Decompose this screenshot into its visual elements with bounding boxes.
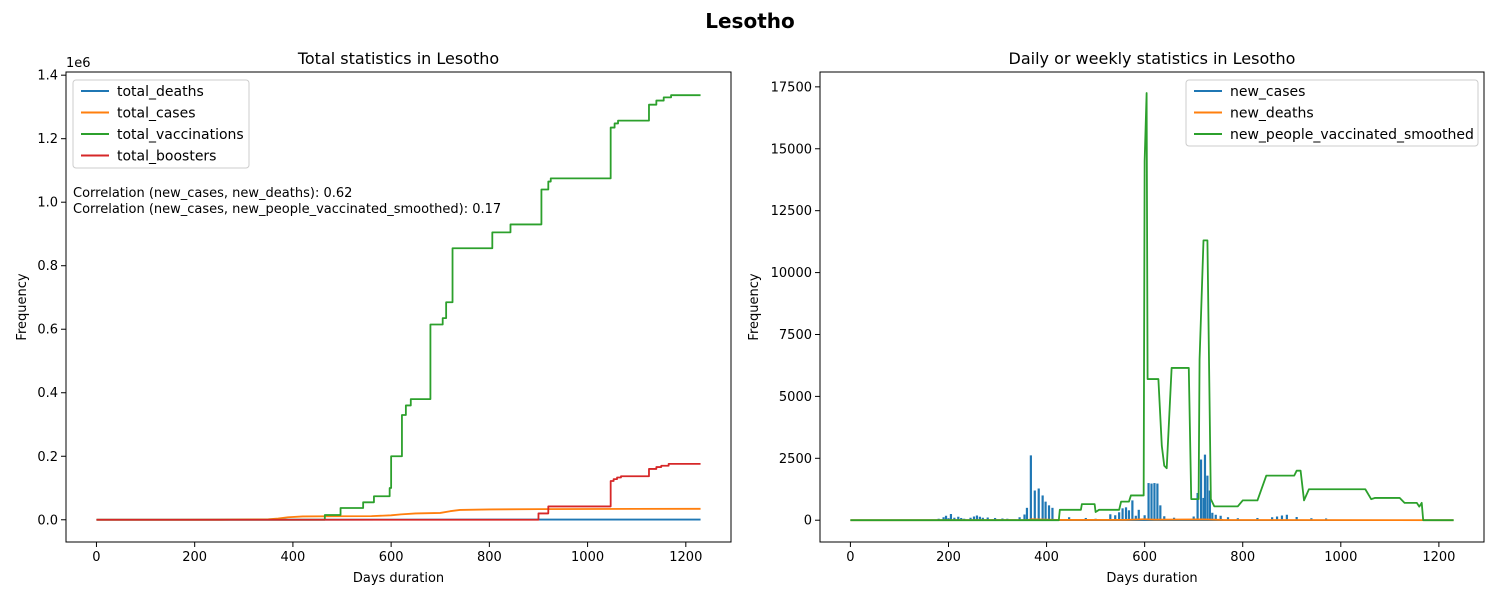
left-x-tick-label-1: 200 [182, 550, 207, 565]
left-ticks: 0 200 400 600 800 1000 1200 0.0 0.2 0.4 0.6 0.8 1.0 1… [37, 69, 702, 565]
right-y-tick-label-0: 0 [804, 514, 812, 529]
right-x-tick-label-5: 1000 [1324, 550, 1357, 565]
right-plot-area [850, 92, 1454, 522]
left-x-axis-label: Days duration [353, 571, 444, 586]
left-legend-item-total-deaths: total_deaths [81, 84, 204, 100]
right-legend-label-0: new_cases [1230, 84, 1305, 100]
left-total-cases-line [96, 507, 701, 521]
right-y-tick-label-3: 7500 [779, 328, 812, 343]
right-y-axis-label: Frequency [747, 273, 762, 340]
right-y-tick-label-4: 10000 [771, 266, 812, 281]
correlation-annotation-2: Correlation (new_cases, new_people_vacci… [73, 202, 501, 217]
right-x-tick-label-0: 0 [846, 550, 854, 565]
left-y-tick-label-5: 1.0 [37, 196, 58, 211]
left-y-tick-label-4: 0.8 [37, 259, 58, 274]
right-legend: new_cases new_deaths new_people_vaccinated… [1185, 79, 1479, 147]
right-y-tick-label-7: 17500 [771, 80, 812, 95]
right-legend-item-new-cases: new_cases [1194, 84, 1305, 100]
figure-title: Lesotho [705, 9, 795, 33]
right-x-tick-label-3: 600 [1132, 550, 1157, 565]
left-x-tick-label-6: 1200 [669, 550, 702, 565]
left-chart: Total statistics in Lesotho 0 200 400 600 80… [15, 49, 732, 586]
right-legend-box [1185, 79, 1479, 147]
left-y-tick-label-7: 1.4 [37, 69, 58, 84]
left-chart-title: Total statistics in Lesotho [297, 49, 499, 68]
left-legend-label-3: total_boosters [117, 149, 216, 165]
correlation-annotation-1: Correlation (new_cases, new_deaths): 0.6… [73, 186, 352, 201]
left-total-vaccinations-line [96, 94, 701, 521]
left-legend-item-total-boosters: total_boosters [81, 149, 216, 165]
left-y-axis-label: Frequency [15, 273, 30, 340]
left-y-tick-label-1: 0.2 [37, 450, 58, 465]
right-axes-frame [819, 71, 1485, 543]
right-ticks: 0 200 400 600 800 1000 1200 0 2500 5000 7500 10000 1… [771, 80, 1456, 565]
right-y-tick-label-5: 12500 [771, 204, 812, 219]
right-y-tick-label-1: 2500 [779, 452, 812, 467]
right-new-people-vaccinated-smoothed-line [850, 92, 1454, 522]
left-x-tick-label-5: 1000 [571, 550, 604, 565]
left-series-total-cases [96, 507, 701, 521]
left-y-tick-label-2: 0.4 [37, 386, 58, 401]
left-total-boosters-line [96, 462, 701, 521]
left-series-total-vaccinations [96, 94, 701, 521]
left-y-tick-label-6: 1.2 [37, 132, 58, 147]
left-x-tick-label-0: 0 [92, 550, 100, 565]
left-x-tick-label-3: 600 [379, 550, 404, 565]
right-x-tick-label-1: 200 [936, 550, 961, 565]
right-series-new-cases [850, 454, 1454, 521]
left-legend-label-1: total_cases [117, 106, 196, 122]
left-legend-item-total-vaccinations: total_vaccinations [81, 127, 244, 143]
left-legend-label-2: total_vaccinations [117, 127, 244, 143]
left-y-offset-label: 1e6 [66, 56, 91, 71]
left-axes-frame [65, 71, 732, 543]
left-plot-area [96, 94, 701, 521]
right-y-tick-label-6: 15000 [771, 142, 812, 157]
right-chart-title: Daily or weekly statistics in Lesotho [1009, 49, 1296, 68]
right-y-tick-label-2: 5000 [779, 390, 812, 405]
left-legend: total_deaths total_cases total_vaccination… [72, 79, 250, 169]
left-legend-label-0: total_deaths [117, 84, 204, 100]
left-y-tick-label-0: 0.0 [37, 513, 58, 528]
left-y-tick-label-3: 0.6 [37, 323, 58, 338]
right-x-tick-label-4: 800 [1230, 550, 1255, 565]
right-legend-item-new-deaths: new_deaths [1194, 106, 1314, 122]
right-legend-label-1: new_deaths [1230, 106, 1314, 122]
right-x-tick-label-2: 400 [1034, 550, 1059, 565]
left-series-total-boosters [96, 462, 701, 521]
left-x-tick-label-2: 400 [280, 550, 305, 565]
left-x-tick-label-4: 800 [477, 550, 502, 565]
right-legend-item-new-people-vaccinated-smoothed: new_people_vaccinated_smoothed [1194, 127, 1474, 143]
right-x-tick-label-6: 1200 [1422, 550, 1455, 565]
right-x-axis-label: Days duration [1106, 571, 1197, 586]
right-chart: Daily or weekly statistics in Lesotho 0 2… [747, 49, 1485, 586]
right-legend-label-2: new_people_vaccinated_smoothed [1230, 127, 1474, 143]
right-series-new-people-vaccinated-smoothed [850, 92, 1454, 522]
left-legend-box [72, 79, 250, 169]
left-legend-item-total-cases: total_cases [81, 106, 196, 122]
